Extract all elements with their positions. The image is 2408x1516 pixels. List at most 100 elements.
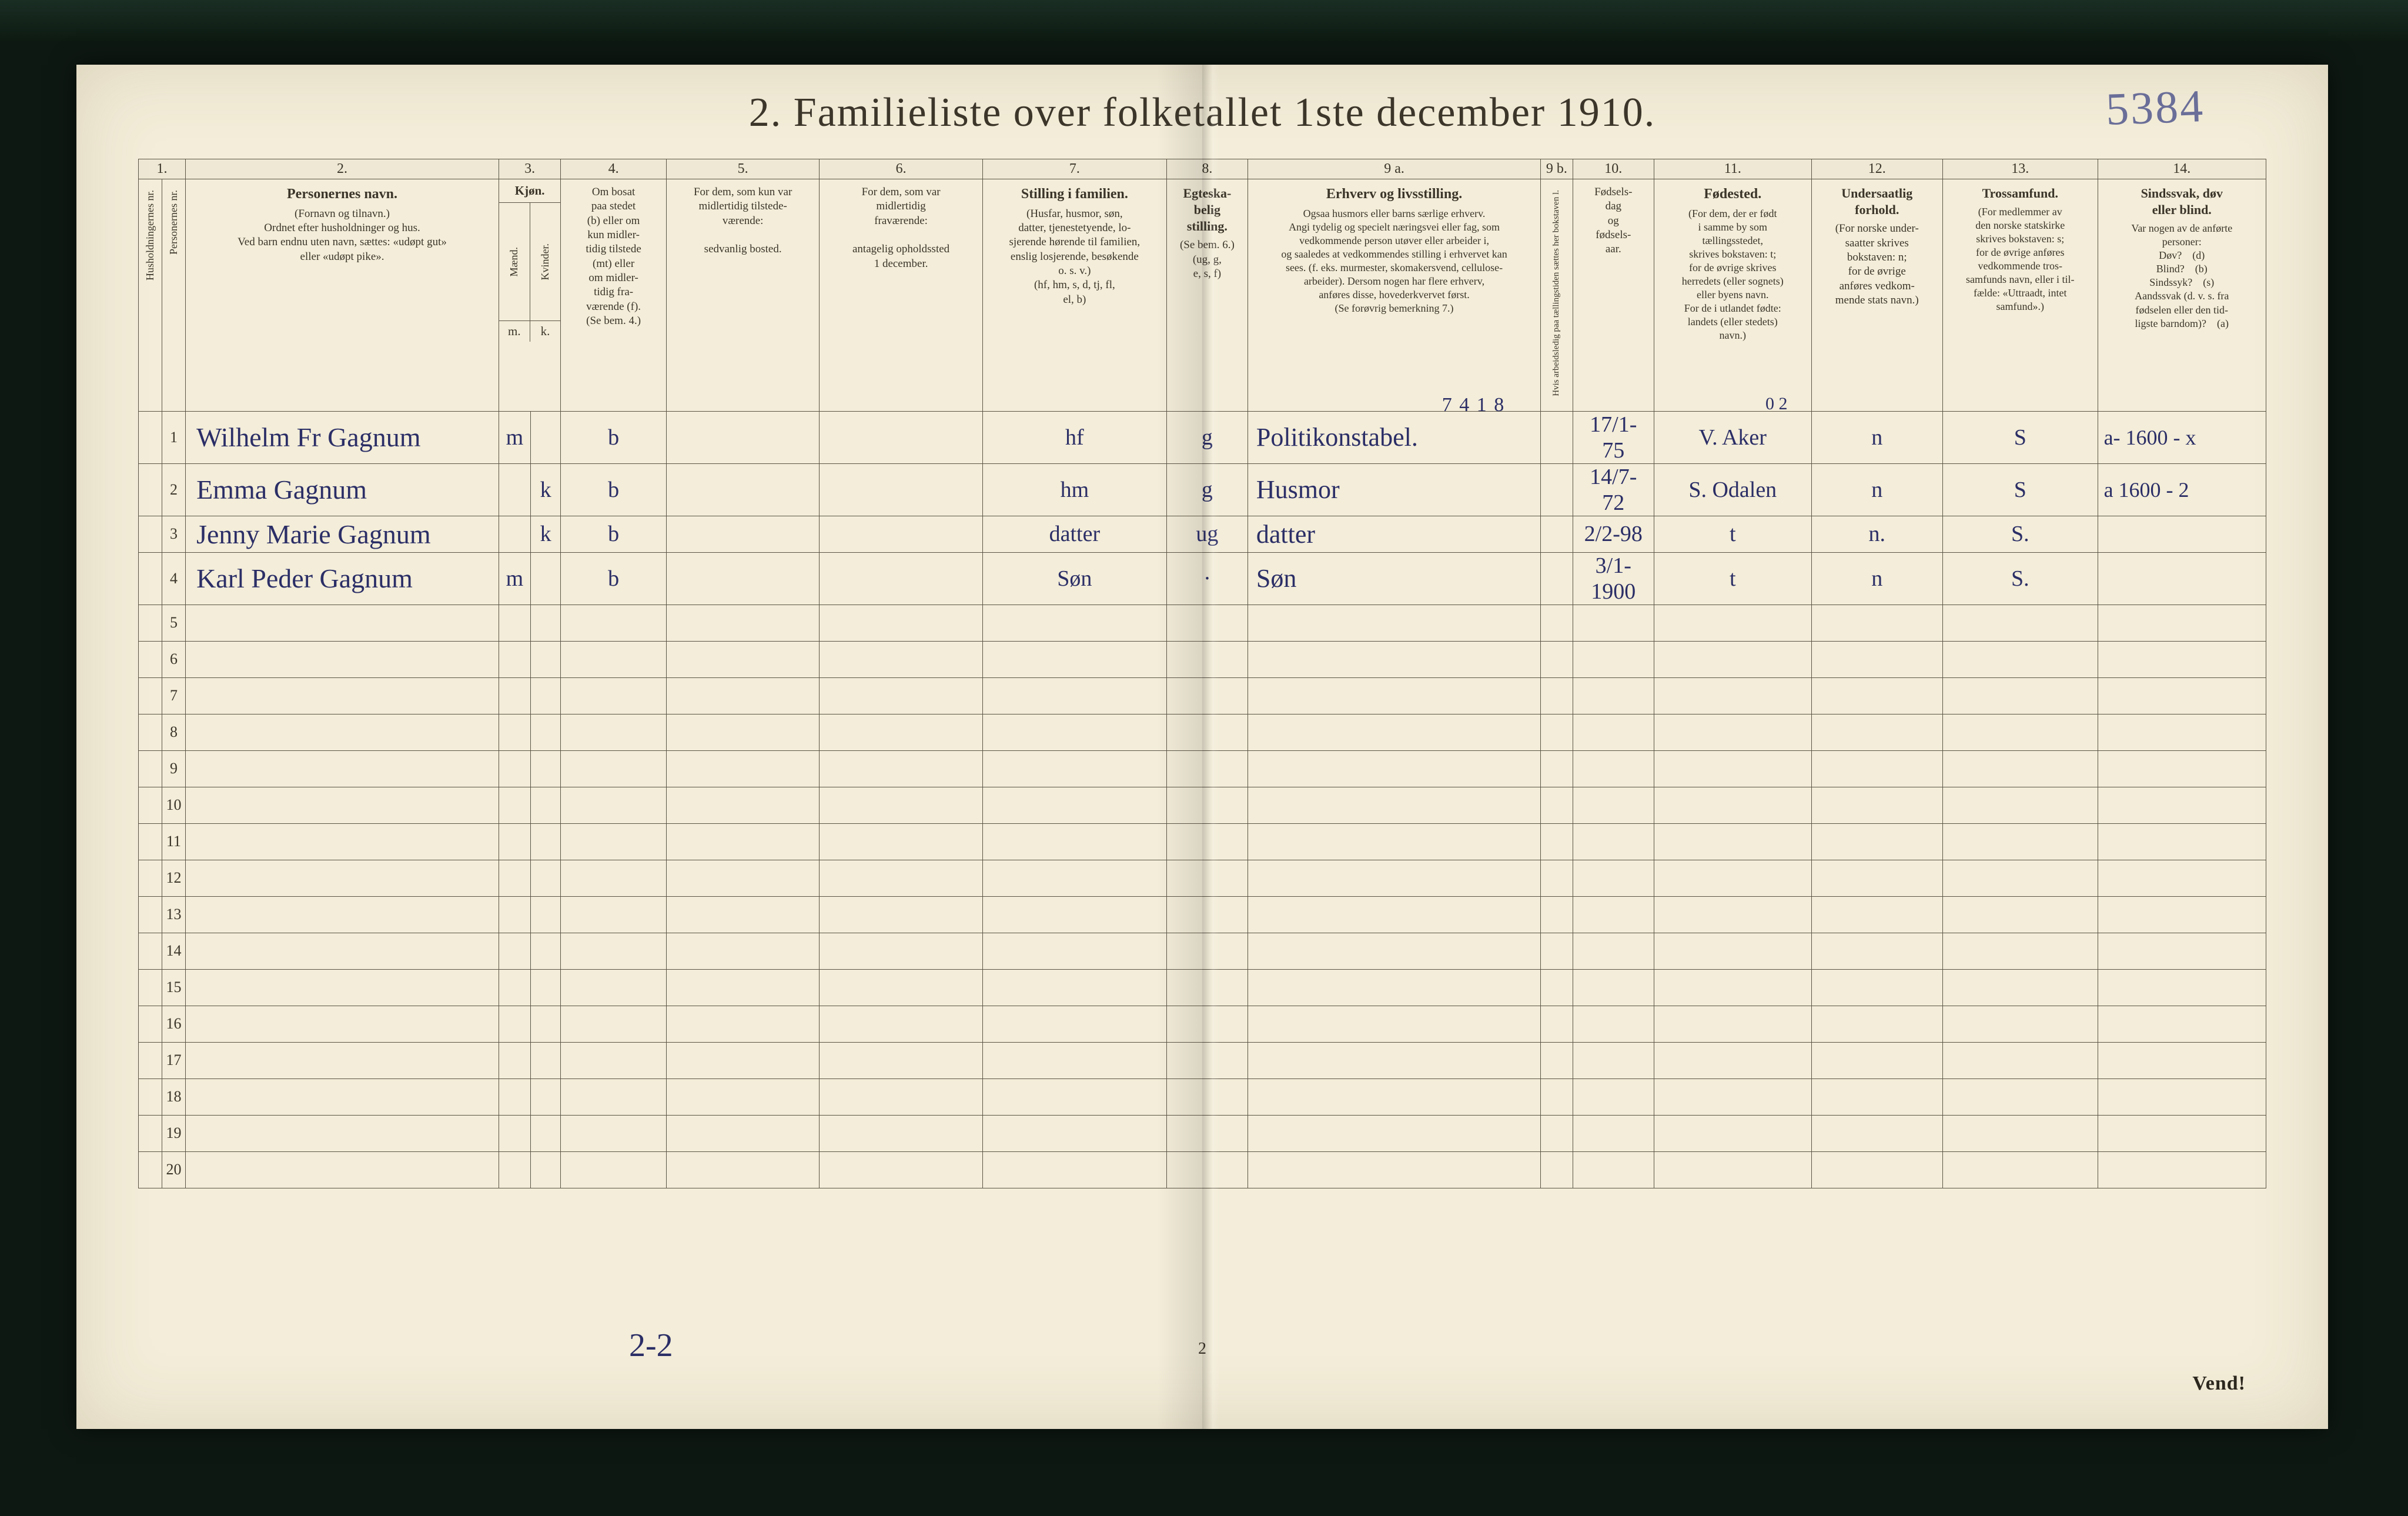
- cell-occupation: [1248, 677, 1540, 714]
- cell-residence: [561, 641, 667, 677]
- cell-birthplace: [1654, 1151, 1812, 1188]
- cell-family-position: [982, 1078, 1166, 1115]
- scanner-top-strip: [0, 0, 2408, 41]
- cell-marital: ug: [1166, 516, 1248, 552]
- cell-sex-m: [499, 605, 530, 641]
- cell-birthdate: [1573, 605, 1654, 641]
- cell-sex-k: [530, 750, 560, 787]
- cell-unemployed: [1541, 677, 1573, 714]
- row-person-num: 12: [162, 860, 186, 896]
- hdr-7: Stilling i familien. (Husfar, husmor, sø…: [982, 179, 1166, 412]
- cell-unemployed: [1541, 411, 1573, 463]
- cell-occupation: Husmor: [1248, 463, 1540, 516]
- table-row: 18: [139, 1078, 2266, 1115]
- hdr-6: For dem, som var midlertidig fraværende:…: [820, 179, 982, 412]
- cell-family-position: hf: [982, 411, 1166, 463]
- cell-residence: [561, 1042, 667, 1078]
- cell-residence: [561, 1151, 667, 1188]
- cell-name: [186, 1115, 499, 1151]
- cell-name: [186, 1042, 499, 1078]
- hdr-11-title: Fødested.: [1659, 185, 1807, 203]
- row-person-num: 3: [162, 516, 186, 552]
- cell-name: [186, 896, 499, 933]
- cell-birthplace: t: [1654, 516, 1812, 552]
- row-household-num: [139, 411, 162, 463]
- cell-c5: [666, 823, 820, 860]
- cell-birthplace: t: [1654, 552, 1812, 605]
- cell-birthplace: [1654, 750, 1812, 787]
- cell-occupation: [1248, 896, 1540, 933]
- header-descriptions: Husholdningernes nr. Personernes nr. Per…: [139, 179, 2266, 412]
- row-household-num: [139, 1151, 162, 1188]
- table-row: 7: [139, 677, 2266, 714]
- cell-occupation: [1248, 1042, 1540, 1078]
- cell-birthdate: [1573, 860, 1654, 896]
- cell-family-position: datter: [982, 516, 1166, 552]
- cell-occupation: [1248, 714, 1540, 750]
- cell-nationality: [1811, 896, 1942, 933]
- cell-name: [186, 933, 499, 969]
- row-person-num: 17: [162, 1042, 186, 1078]
- row-person-num: 2: [162, 463, 186, 516]
- hdr-3: Kjøn. Mænd. Kvinder. m. k.: [499, 179, 560, 412]
- cell-disability: [2098, 1115, 2266, 1151]
- row-household-num: [139, 516, 162, 552]
- cell-c6: [820, 1078, 982, 1115]
- cell-unemployed: [1541, 750, 1573, 787]
- cell-birthdate: [1573, 969, 1654, 1006]
- cell-name: [186, 641, 499, 677]
- hdr-4-sub: Om bosat paa stedet (b) eller om kun mid…: [566, 185, 661, 328]
- cell-disability: a 1600 - 2: [2098, 463, 2266, 516]
- cell-residence: [561, 1115, 667, 1151]
- cell-c6: [820, 463, 982, 516]
- cell-sex-k: [530, 552, 560, 605]
- row-person-num: 4: [162, 552, 186, 605]
- hdr-13-sub: (For medlemmer av den norske statskirke …: [1948, 205, 2093, 313]
- row-person-num: 18: [162, 1078, 186, 1115]
- row-household-num: [139, 1042, 162, 1078]
- hdr-2: Personernes navn. (Fornavn og tilnavn.) …: [186, 179, 499, 412]
- hdr-1a-label: Husholdningernes nr.: [143, 185, 157, 285]
- cell-birthdate: [1573, 1042, 1654, 1078]
- cell-c5: [666, 463, 820, 516]
- cell-religion: [1942, 750, 2098, 787]
- hdr-num-9b: 9 b.: [1541, 159, 1573, 179]
- row-household-num: [139, 605, 162, 641]
- cell-sex-k: [530, 823, 560, 860]
- cell-nationality: [1811, 969, 1942, 1006]
- cell-unemployed: [1541, 969, 1573, 1006]
- cell-c6: [820, 605, 982, 641]
- cell-religion: [1942, 933, 2098, 969]
- cell-nationality: [1811, 933, 1942, 969]
- cell-sex-m: [499, 1151, 530, 1188]
- cell-sex-m: m: [499, 552, 530, 605]
- cell-c5: [666, 896, 820, 933]
- cell-birthplace: [1654, 1042, 1812, 1078]
- cell-c5: [666, 787, 820, 823]
- cell-birthdate: [1573, 1006, 1654, 1042]
- cell-family-position: [982, 860, 1166, 896]
- cell-unemployed: [1541, 605, 1573, 641]
- table-row: 5: [139, 605, 2266, 641]
- cell-c6: [820, 714, 982, 750]
- cell-nationality: [1811, 750, 1942, 787]
- hdr-2-sub: (Fornavn og tilnavn.) Ordnet efter husho…: [190, 207, 494, 264]
- cell-disability: [2098, 1042, 2266, 1078]
- page-number: 2: [1198, 1340, 1206, 1358]
- cell-nationality: [1811, 641, 1942, 677]
- row-person-num: 8: [162, 714, 186, 750]
- cell-name: [186, 750, 499, 787]
- cell-birthplace: V. Aker0 2: [1654, 411, 1812, 463]
- cell-family-position: [982, 823, 1166, 860]
- row-household-num: [139, 969, 162, 1006]
- annotation-02: 0 2: [1765, 394, 1788, 414]
- cell-marital: [1166, 969, 1248, 1006]
- cell-religion: [1942, 641, 2098, 677]
- cell-c6: [820, 552, 982, 605]
- hdr-1a: Husholdningernes nr.: [139, 179, 162, 412]
- cell-disability: [2098, 750, 2266, 787]
- cell-nationality: n: [1811, 552, 1942, 605]
- row-household-num: [139, 750, 162, 787]
- cell-occupation: [1248, 860, 1540, 896]
- cell-unemployed: [1541, 516, 1573, 552]
